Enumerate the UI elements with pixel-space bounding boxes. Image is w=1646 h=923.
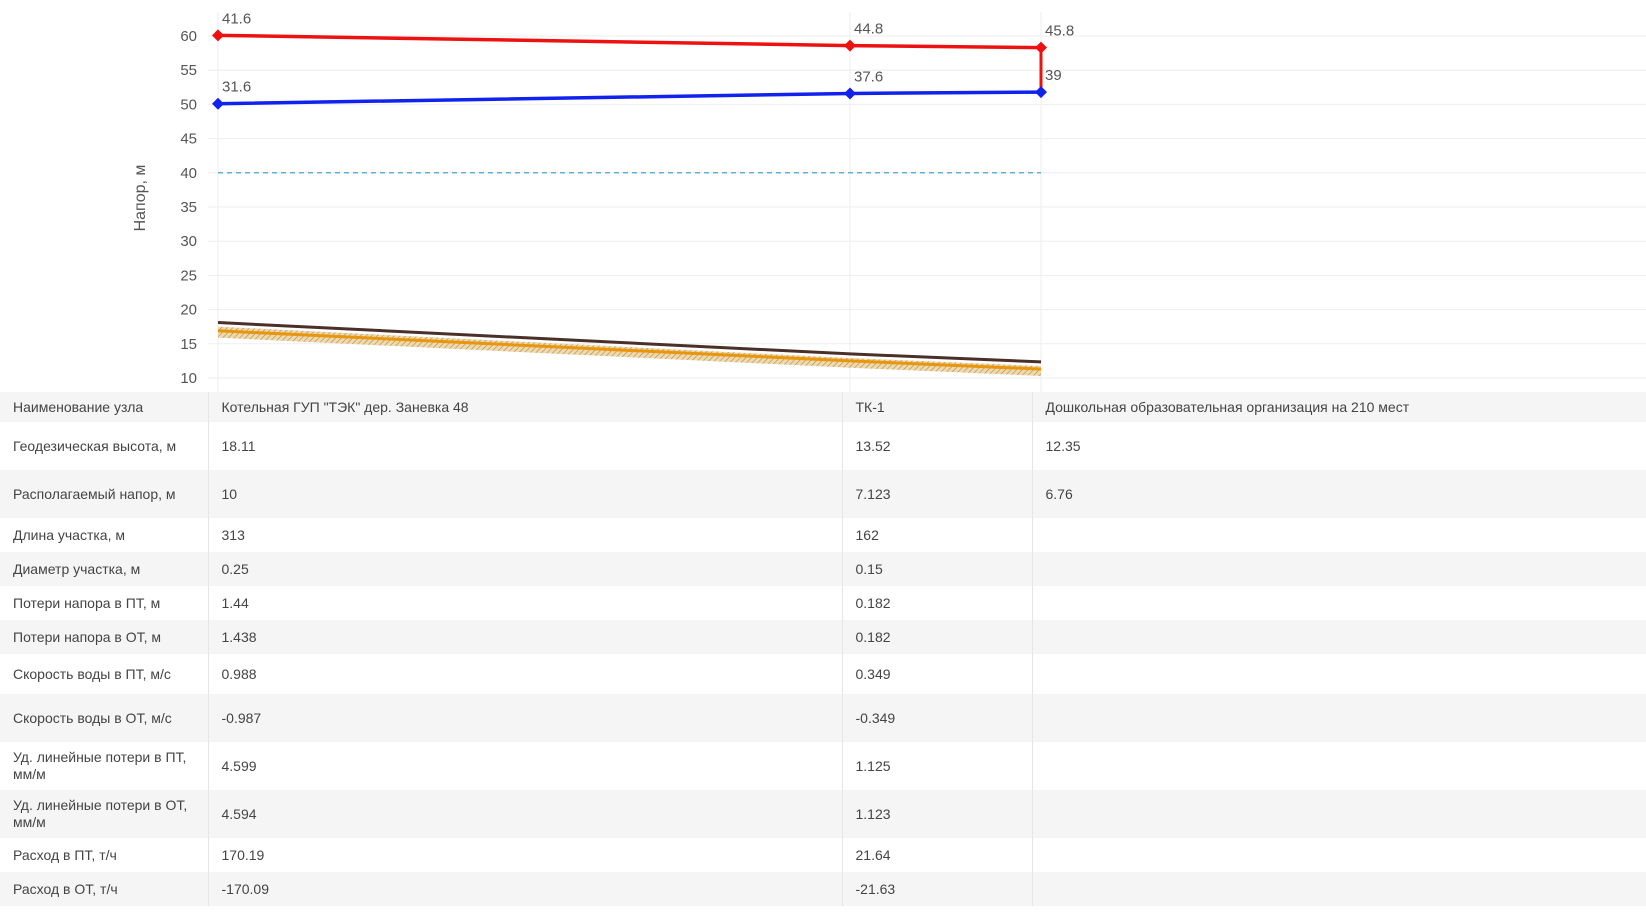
table-cell: Котельная ГУП "ТЭК" дер. Заневка 48	[207, 392, 842, 422]
table-cell	[1031, 620, 1646, 654]
row-label: Геодезическая высота, м	[13, 437, 177, 454]
table-row: Скорость воды в ОТ, м/с -0.987 -0.349	[0, 694, 1646, 742]
grid	[208, 12, 1646, 392]
series-ground-line	[217, 321, 1042, 364]
y-tick-label: 45	[180, 131, 197, 148]
series-return-point	[1035, 86, 1047, 99]
row-label: Расход в ОТ, т/ч	[13, 880, 118, 897]
table-cell	[1031, 694, 1646, 742]
row-label: Скорость воды в ПТ, м/с	[13, 665, 171, 682]
table-row: Уд. линейные потери в ОТ, мм/м 4.594 1.123	[0, 790, 1646, 838]
table-cell: 0.25	[207, 552, 842, 586]
y-tick-label: 20	[180, 302, 197, 319]
y-axis-ticks: 10 15 20 25 30 35 40 45 50 55 60	[180, 28, 197, 387]
row-label: Потери напора в ОТ, м	[13, 628, 162, 645]
point-labels: 41.6 44.8 45.8 31.6 37.6 39	[222, 10, 1074, 95]
row-label: Расход в ПТ, т/ч	[13, 846, 117, 863]
table-cell: -170.09	[207, 872, 842, 906]
y-tick-label: 25	[180, 267, 197, 284]
table-cell: 313	[207, 518, 842, 552]
table-cell: -0.349	[841, 694, 1032, 742]
series-supply-data-label: 41.6	[222, 10, 251, 27]
table-cell: 0.182	[841, 586, 1032, 620]
table-cell: 13.52	[841, 422, 1032, 470]
table-row: Расход в ПТ, т/ч 170.19 21.64	[0, 838, 1646, 872]
row-label: Уд. линейные потери в ОТ, мм/м	[13, 797, 188, 830]
table-cell: 0.182	[841, 620, 1032, 654]
table-cell: 1.438	[207, 620, 842, 654]
row-label: Уд. линейные потери в ПТ, мм/м	[13, 749, 187, 782]
node-parameters-table: Наименование узла Котельная ГУП "ТЭК" дер…	[0, 392, 1646, 906]
y-tick-label: 50	[180, 96, 197, 113]
y-tick-label: 60	[180, 28, 197, 45]
table-cell	[1031, 518, 1646, 552]
table-cell: ТК-1	[841, 392, 1032, 422]
table-cell: Дошкольная образовательная организация н…	[1031, 392, 1646, 422]
series-return-point	[844, 87, 856, 100]
series-supply-point	[1035, 41, 1047, 54]
series-supply-data-label: 44.8	[854, 21, 883, 38]
table-cell: 1.125	[841, 742, 1032, 790]
table-cell	[1031, 742, 1646, 790]
row-label: Скорость воды в ОТ, м/с	[13, 709, 172, 726]
row-label: Располагаемый напор, м	[13, 485, 176, 502]
table-cell: 21.64	[841, 838, 1032, 872]
y-tick-label: 40	[180, 165, 197, 182]
table-cell: 7.123	[841, 470, 1032, 518]
series-return-point	[212, 97, 224, 110]
table-cell: 170.19	[207, 838, 842, 872]
table-cell: -21.63	[841, 872, 1032, 906]
series-ground-hatch-line	[217, 329, 1042, 371]
row-label: Длина участка, м	[13, 526, 125, 543]
table-cell	[1031, 552, 1646, 586]
series-return-data-label: 31.6	[222, 79, 251, 96]
series-supply-data-label: 45.8	[1045, 23, 1074, 40]
table-row: Располагаемый напор, м 10 7.123 6.76	[0, 470, 1646, 518]
table-cell: 0.349	[841, 654, 1032, 694]
table-row: Скорость воды в ПТ, м/с 0.988 0.349	[0, 654, 1646, 694]
series-return-data-label: 37.6	[854, 68, 883, 85]
row-label: Наименование узла	[13, 398, 144, 415]
table-row: Уд. линейные потери в ПТ, мм/м 4.599 1.125	[0, 742, 1646, 790]
table-cell: 18.11	[207, 422, 842, 470]
y-tick-label: 35	[180, 199, 197, 216]
table-cell: 6.76	[1031, 470, 1646, 518]
table-cell: 0.15	[841, 552, 1032, 586]
table-cell: 1.123	[841, 790, 1032, 838]
series-return-line	[217, 90, 1042, 106]
head-profile-chart: 10 15 20 25 30 35 40 45 50 55 60 Напор, м 41.6 44.8…	[132, 10, 1646, 392]
row-label: Диаметр участка, м	[13, 560, 141, 577]
y-tick-label: 55	[180, 62, 197, 79]
series-supply-point	[844, 39, 856, 52]
table-cell: 0.988	[207, 654, 842, 694]
table-cell: -0.987	[207, 694, 842, 742]
y-tick-label: 15	[180, 336, 197, 353]
table-cell: 12.35	[1031, 422, 1646, 470]
table-cell: 4.594	[207, 790, 842, 838]
table-cell: 4.599	[207, 742, 842, 790]
table-row: Диаметр участка, м 0.25 0.15	[0, 552, 1646, 586]
table-row: Длина участка, м 313 162	[0, 518, 1646, 552]
table-cell	[1031, 838, 1646, 872]
table-row: Расход в ОТ, т/ч -170.09 -21.63	[0, 872, 1646, 906]
series-supply-line	[217, 33, 1042, 50]
table-cell	[1031, 872, 1646, 906]
table-cell	[1031, 654, 1646, 694]
table-row: Наименование узла Котельная ГУП "ТЭК" дер…	[0, 392, 1646, 422]
table-row: Потери напора в ПТ, м 1.44 0.182	[0, 586, 1646, 620]
table-cell: 162	[841, 518, 1032, 552]
series	[212, 29, 1047, 376]
table-row: Геодезическая высота, м 18.11 13.52 12.35	[0, 422, 1646, 470]
table-cell: 1.44	[207, 586, 842, 620]
series-return-data-label: 39	[1045, 67, 1062, 84]
row-label: Потери напора в ПТ, м	[13, 594, 161, 611]
y-tick-label: 10	[180, 370, 197, 387]
series-supply-point	[212, 29, 224, 42]
table-cell	[1031, 790, 1646, 838]
table-row: Потери напора в ОТ, м 1.438 0.182	[0, 620, 1646, 654]
table-cell	[1031, 586, 1646, 620]
y-axis-label: Напор, м	[132, 165, 149, 232]
table-cell: 10	[207, 470, 842, 518]
y-tick-label: 30	[180, 233, 197, 250]
